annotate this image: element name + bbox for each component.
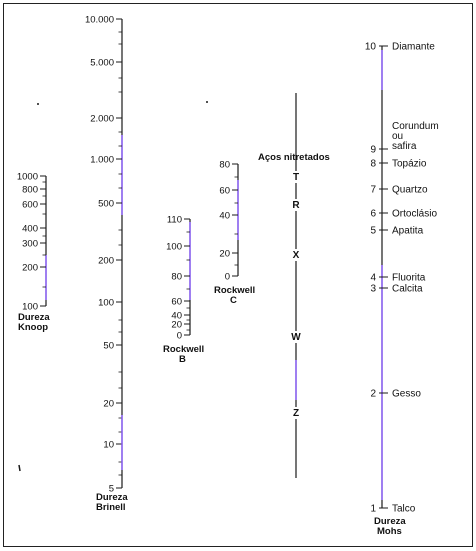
rockwell_b-tick-label-0: 110 <box>167 215 182 226</box>
mohs-number-0: 10 <box>365 42 377 53</box>
brinell-tick-label-4: 500 <box>98 199 114 210</box>
mohs-mineral-1-line-2: safira <box>392 141 417 152</box>
brinell-tick-label-3: 1.000 <box>90 155 114 166</box>
knoop-title-line-2: Knoop <box>18 322 48 333</box>
brinell-tick-label-2: 2.000 <box>90 114 114 125</box>
brinell-tick-label-8: 20 <box>103 399 114 410</box>
mohs-mineral-3: Quartzo <box>392 185 428 196</box>
mohs-mineral-5: Apatita <box>392 226 424 237</box>
mohs-mineral-6: Fluorita <box>392 273 426 284</box>
rockwell_b-tick-label-3: 60 <box>171 297 182 308</box>
nitrided-title: Aços nitretados <box>258 152 330 163</box>
brinell-tick-label-7: 50 <box>103 341 114 352</box>
mohs-mineral-2: Topázio <box>392 159 427 170</box>
nitrided-letter-2: X <box>293 250 300 261</box>
mohs-title-line-2: Mohs <box>377 526 402 537</box>
mohs-number-7: 3 <box>370 284 376 295</box>
rockwell_c-tick-label-1: 60 <box>219 186 230 197</box>
rockwell_c-tick-label-3: 20 <box>219 249 230 260</box>
mohs-number-4: 6 <box>370 209 376 220</box>
brinell-tick-label-6: 100 <box>98 298 114 309</box>
brinell-tick-label-5: 200 <box>98 256 114 267</box>
nitrided-letter-0: T <box>293 172 299 183</box>
knoop-tick-label-1: 800 <box>22 185 38 196</box>
knoop-tick-label-3: 400 <box>22 224 38 235</box>
rockwell_c-tick-label-2: 40 <box>219 211 230 222</box>
knoop-tick-label-2: 600 <box>22 200 38 211</box>
nitrided-letter-1: R <box>292 200 300 211</box>
mohs-mineral-8: Gesso <box>392 389 421 400</box>
rockwell_c-title-line-2: C <box>230 295 237 306</box>
mohs-number-2: 8 <box>370 159 376 170</box>
scan-dot-2 <box>206 101 208 103</box>
mohs-number-8: 2 <box>370 389 376 400</box>
rockwell_b-tick-label-1: 100 <box>166 242 182 253</box>
rockwell_c-tick-label-0: 80 <box>219 160 230 171</box>
mohs-mineral-9: Talco <box>392 504 416 515</box>
mohs-number-9: 1 <box>370 504 376 515</box>
rockwell_b-tick-label-6: 0 <box>177 331 182 342</box>
mohs-number-5: 5 <box>370 226 376 237</box>
brinell-tick-label-0: 10.000 <box>85 15 114 26</box>
knoop-tick-label-5: 200 <box>22 263 38 274</box>
rockwell_b-tick-label-5: 20 <box>171 320 182 331</box>
mohs-mineral-0: Diamante <box>392 42 435 53</box>
rockwell_b-tick-label-2: 80 <box>171 272 182 283</box>
knoop-tick-label-6: 100 <box>22 302 38 313</box>
scan-mark <box>19 465 20 471</box>
brinell-tick-label-1: 5.000 <box>90 58 114 69</box>
rockwell_c-tick-label-4: 0 <box>225 272 230 283</box>
scan-dot-1 <box>37 103 39 105</box>
nitrided-letter-3: W <box>291 332 301 343</box>
knoop-tick-label-0: 1000 <box>17 172 38 183</box>
brinell-tick-label-9: 10 <box>103 440 114 451</box>
nitrided-letter-4: Z <box>293 408 299 419</box>
rockwell_b-title-line-2: B <box>179 354 186 365</box>
mohs-mineral-4: Ortoclásio <box>392 209 437 220</box>
mohs-number-3: 7 <box>370 185 376 196</box>
mohs-number-1: 9 <box>370 145 376 156</box>
knoop-tick-label-4: 300 <box>22 239 38 250</box>
mohs-number-6: 4 <box>370 273 376 284</box>
mohs-mineral-7: Calcita <box>392 284 423 295</box>
brinell-title-line-2: Brinell <box>96 502 126 513</box>
